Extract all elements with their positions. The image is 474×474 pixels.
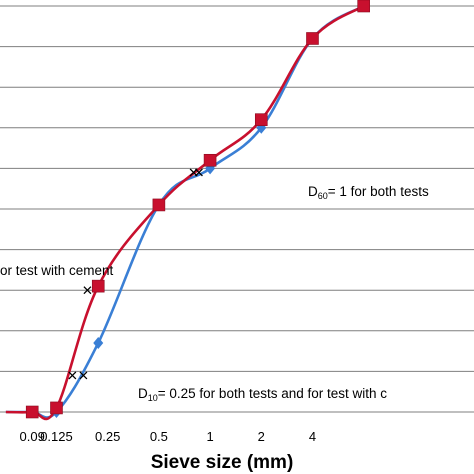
series-0-point-6 (254, 113, 268, 126)
annotation-cement-text: or test with cement (0, 263, 114, 278)
annotation-d10: D10= 0.25 for both tests and for test wi… (138, 386, 387, 403)
series-0-line (5, 4, 365, 421)
annotation-d10-prefix: D (138, 386, 148, 401)
series-0-point-1 (25, 405, 39, 419)
x-tick-label-6: 4 (309, 429, 316, 444)
series-1-point-3 (93, 336, 104, 349)
cross-mark-1 (79, 371, 88, 380)
cross-mark-0 (68, 371, 77, 380)
x-tick-labels: 0.090.125 0.25 0.5 1 2 4 (20, 429, 317, 444)
annotation-d10-text: = 0.25 for both tests and for test with … (158, 386, 387, 401)
series-lines (5, 4, 365, 421)
annotation-d60: D60= 1 for both tests (308, 184, 429, 201)
x-tick-label-1: 0.125 (40, 429, 73, 444)
series-0-point-8 (357, 0, 370, 13)
x-tick-label-2: 0.25 (95, 429, 120, 444)
cross-mark-2 (83, 286, 92, 295)
series-0-point-7 (306, 32, 319, 45)
x-tick-label-4: 1 (206, 429, 213, 444)
series-markers (25, 0, 370, 419)
series-0-point-5 (203, 153, 217, 167)
gridlines (0, 5, 474, 413)
x-tick-label-0: 0.09 (20, 429, 45, 444)
cross-mark-4 (194, 168, 203, 177)
series-0-point-3 (91, 279, 105, 293)
series-0-point-2 (50, 401, 63, 415)
series-1-line (5, 4, 365, 419)
cross-marks (68, 168, 203, 380)
series-0-point-4 (152, 198, 166, 212)
x-tick-label-5: 2 (258, 429, 265, 444)
annotation-d60-sub: 60 (318, 191, 328, 201)
annotation-d60-prefix: D (308, 184, 318, 199)
x-tick-label-3: 0.5 (150, 429, 168, 444)
x-axis-title: Sieve size (mm) (151, 452, 294, 473)
annotation-d60-text: = 1 for both tests (328, 184, 429, 199)
annotation-cement: or test with cement (0, 263, 114, 278)
annotation-d10-sub: 10 (148, 393, 158, 403)
